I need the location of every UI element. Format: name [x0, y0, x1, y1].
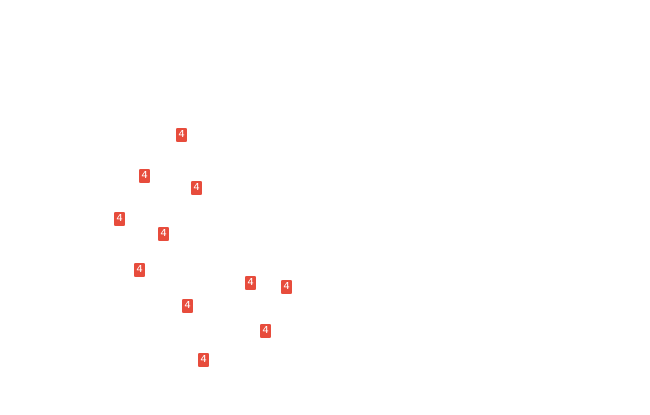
count-marker[interactable]: 4	[245, 276, 256, 290]
count-marker[interactable]: 4	[191, 181, 202, 195]
count-marker[interactable]: 4	[281, 280, 292, 294]
count-marker[interactable]: 4	[260, 324, 271, 338]
count-marker[interactable]: 4	[176, 128, 187, 142]
count-marker[interactable]: 4	[182, 299, 193, 313]
count-marker[interactable]: 4	[198, 353, 209, 367]
count-marker[interactable]: 4	[134, 263, 145, 277]
count-marker[interactable]: 4	[139, 169, 150, 183]
count-marker[interactable]: 4	[114, 212, 125, 226]
count-marker[interactable]: 4	[158, 227, 169, 241]
